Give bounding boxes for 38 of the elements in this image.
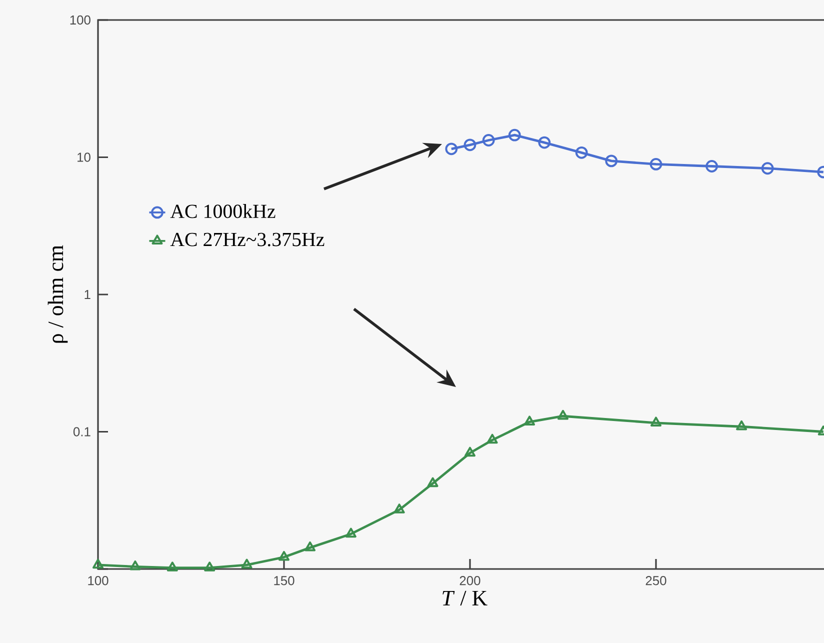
point (706, 160, 718, 172)
y-tick-label: 10 (78, 152, 90, 162)
point (241, 558, 252, 569)
point (278, 550, 290, 561)
point (557, 410, 568, 420)
point (482, 134, 495, 146)
point (130, 560, 141, 570)
point (166, 562, 178, 572)
legend-label: AC 1000kHz (170, 204, 276, 218)
y-tick-label: 0.1 (73, 427, 90, 436)
point (650, 158, 662, 170)
legend-label: AC 27Hz~3.375Hz (170, 232, 324, 246)
point (394, 504, 405, 514)
point (486, 434, 498, 444)
x-tick-label: 200 (460, 576, 480, 586)
x-axis-title: T / K (442, 590, 488, 606)
point (464, 446, 476, 457)
y-tick-label: 1 (84, 290, 90, 299)
point (508, 128, 521, 142)
point (427, 477, 438, 488)
x-tick-label: 150 (274, 576, 294, 586)
point (761, 162, 774, 175)
x-tick-label: 100 (88, 576, 108, 586)
point (524, 416, 536, 426)
x-tick-label: 250 (646, 576, 666, 586)
point (538, 136, 551, 149)
point (464, 138, 476, 152)
point (575, 146, 588, 159)
point (204, 562, 216, 572)
point (736, 420, 748, 430)
point (92, 558, 104, 569)
point (650, 416, 662, 427)
point (445, 142, 458, 156)
point (605, 154, 618, 168)
point (345, 528, 356, 538)
y-tick-label: 100 (70, 15, 90, 25)
point (304, 541, 316, 552)
y-axis-title: ρ / ohm cm (48, 245, 68, 343)
